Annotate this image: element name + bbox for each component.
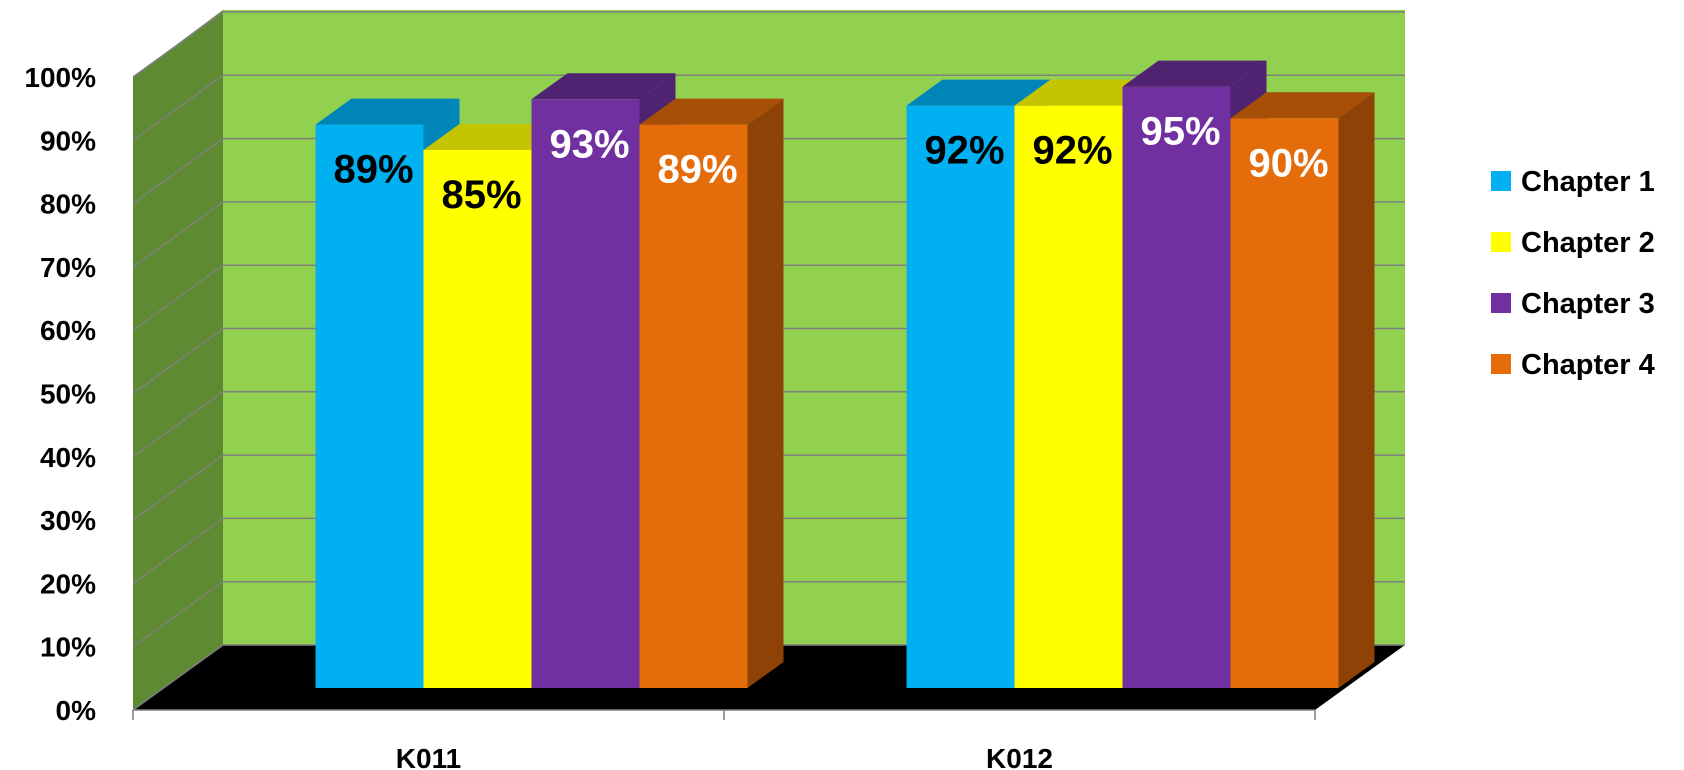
bar-top (531, 73, 676, 100)
bar (639, 98, 784, 688)
legend-item: Chapter 2 (1491, 227, 1655, 259)
legend-item: Chapter 3 (1491, 288, 1655, 320)
y-tick-label: 100% (24, 62, 96, 93)
gridline (132, 11, 1405, 78)
legend-label: Chapter 1 (1521, 166, 1655, 198)
y-tick-label: 10% (40, 632, 96, 663)
bar-front (423, 149, 532, 688)
x-tick-label: K011 (396, 743, 461, 770)
x-axis: K011 K012 (132, 709, 1316, 770)
bar-front (906, 105, 1015, 688)
bar-top (315, 98, 460, 125)
data-label: 89% (333, 148, 413, 192)
bar-side (747, 98, 784, 688)
y-tick-label: 40% (40, 442, 96, 473)
bar-front (315, 124, 424, 688)
bar-side (1338, 92, 1375, 689)
y-axis-ticks: 0% 10% 20% 30% 40% 50% 60% 70% 80% 90% 100% (24, 62, 96, 726)
data-label: 93% (549, 122, 629, 166)
y-tick-label: 90% (40, 125, 96, 156)
bars (315, 60, 1375, 689)
gridline (132, 74, 1405, 141)
bar-front (639, 124, 748, 688)
bar-front (1122, 86, 1231, 688)
legend-label: Chapter 3 (1521, 288, 1655, 320)
y-tick-label: 60% (40, 315, 96, 346)
bar-top (639, 98, 784, 125)
bar-front (1014, 105, 1123, 688)
legend-label: Chapter 4 (1521, 349, 1655, 381)
data-label: 89% (657, 148, 737, 192)
bar-top (1122, 60, 1267, 87)
data-label: 92% (1032, 129, 1112, 173)
y-tick-label: 0% (56, 695, 97, 726)
y-tick-label: 70% (40, 252, 96, 283)
side-wall (133, 10, 223, 710)
data-label: 85% (441, 173, 521, 217)
legend-item: Chapter 4 (1491, 349, 1655, 381)
data-labels: 89% 85% 93% 89% 92% 92% 95% 90% (333, 110, 1328, 217)
data-label: 92% (924, 129, 1004, 173)
legend-swatch (1491, 232, 1511, 252)
bar-top (906, 79, 1051, 106)
legend-swatch (1491, 171, 1511, 191)
y-tick-label: 80% (40, 189, 96, 220)
legend-swatch (1491, 354, 1511, 374)
legend-item: Chapter 1 (1491, 166, 1655, 198)
y-tick-label: 30% (40, 505, 96, 536)
legend-label: Chapter 2 (1521, 227, 1655, 259)
bar (1230, 92, 1375, 689)
y-tick-label: 50% (40, 379, 96, 410)
legend-swatch (1491, 293, 1511, 313)
bar-front (1230, 118, 1339, 689)
bar-front (531, 99, 640, 688)
y-tick-label: 20% (40, 568, 96, 599)
x-tick-label: K012 (986, 743, 1053, 770)
data-label: 90% (1248, 141, 1328, 185)
bar-top (1230, 92, 1375, 119)
legend: Chapter 1 Chapter 2 Chapter 3 Chapter 4 (1491, 166, 1655, 381)
data-label: 95% (1140, 110, 1220, 154)
